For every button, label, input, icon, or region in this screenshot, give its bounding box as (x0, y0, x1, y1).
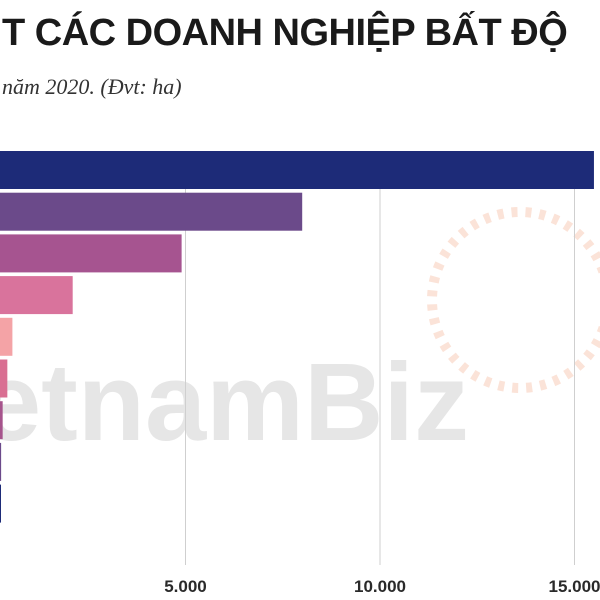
watermark-logo: etnamBiz (0, 207, 600, 464)
bar-7 (0, 401, 3, 440)
bar-1 (0, 151, 594, 189)
bar-9 (0, 484, 1, 523)
x-tick-label: 5.000 (164, 577, 207, 596)
chart-subtitle: năm 2020. (Đvt: ha) (2, 74, 182, 99)
bar-4 (0, 276, 73, 315)
bars (0, 151, 594, 523)
bar-2 (0, 192, 303, 231)
bar-6 (0, 359, 8, 398)
x-axis-ticks: 5.000 10.000 15.000 (164, 577, 600, 596)
watermark-text: etnamBiz (0, 341, 469, 464)
bar-5 (0, 317, 13, 356)
x-tick-label: 15.000 (549, 577, 600, 596)
bar-3 (0, 234, 182, 273)
x-tick-label: 10.000 (354, 577, 406, 596)
gridlines (185, 185, 575, 565)
bar-8 (0, 442, 2, 481)
chart-title: T CÁC DOANH NGHIỆP BẤT ĐỘ (2, 12, 568, 54)
